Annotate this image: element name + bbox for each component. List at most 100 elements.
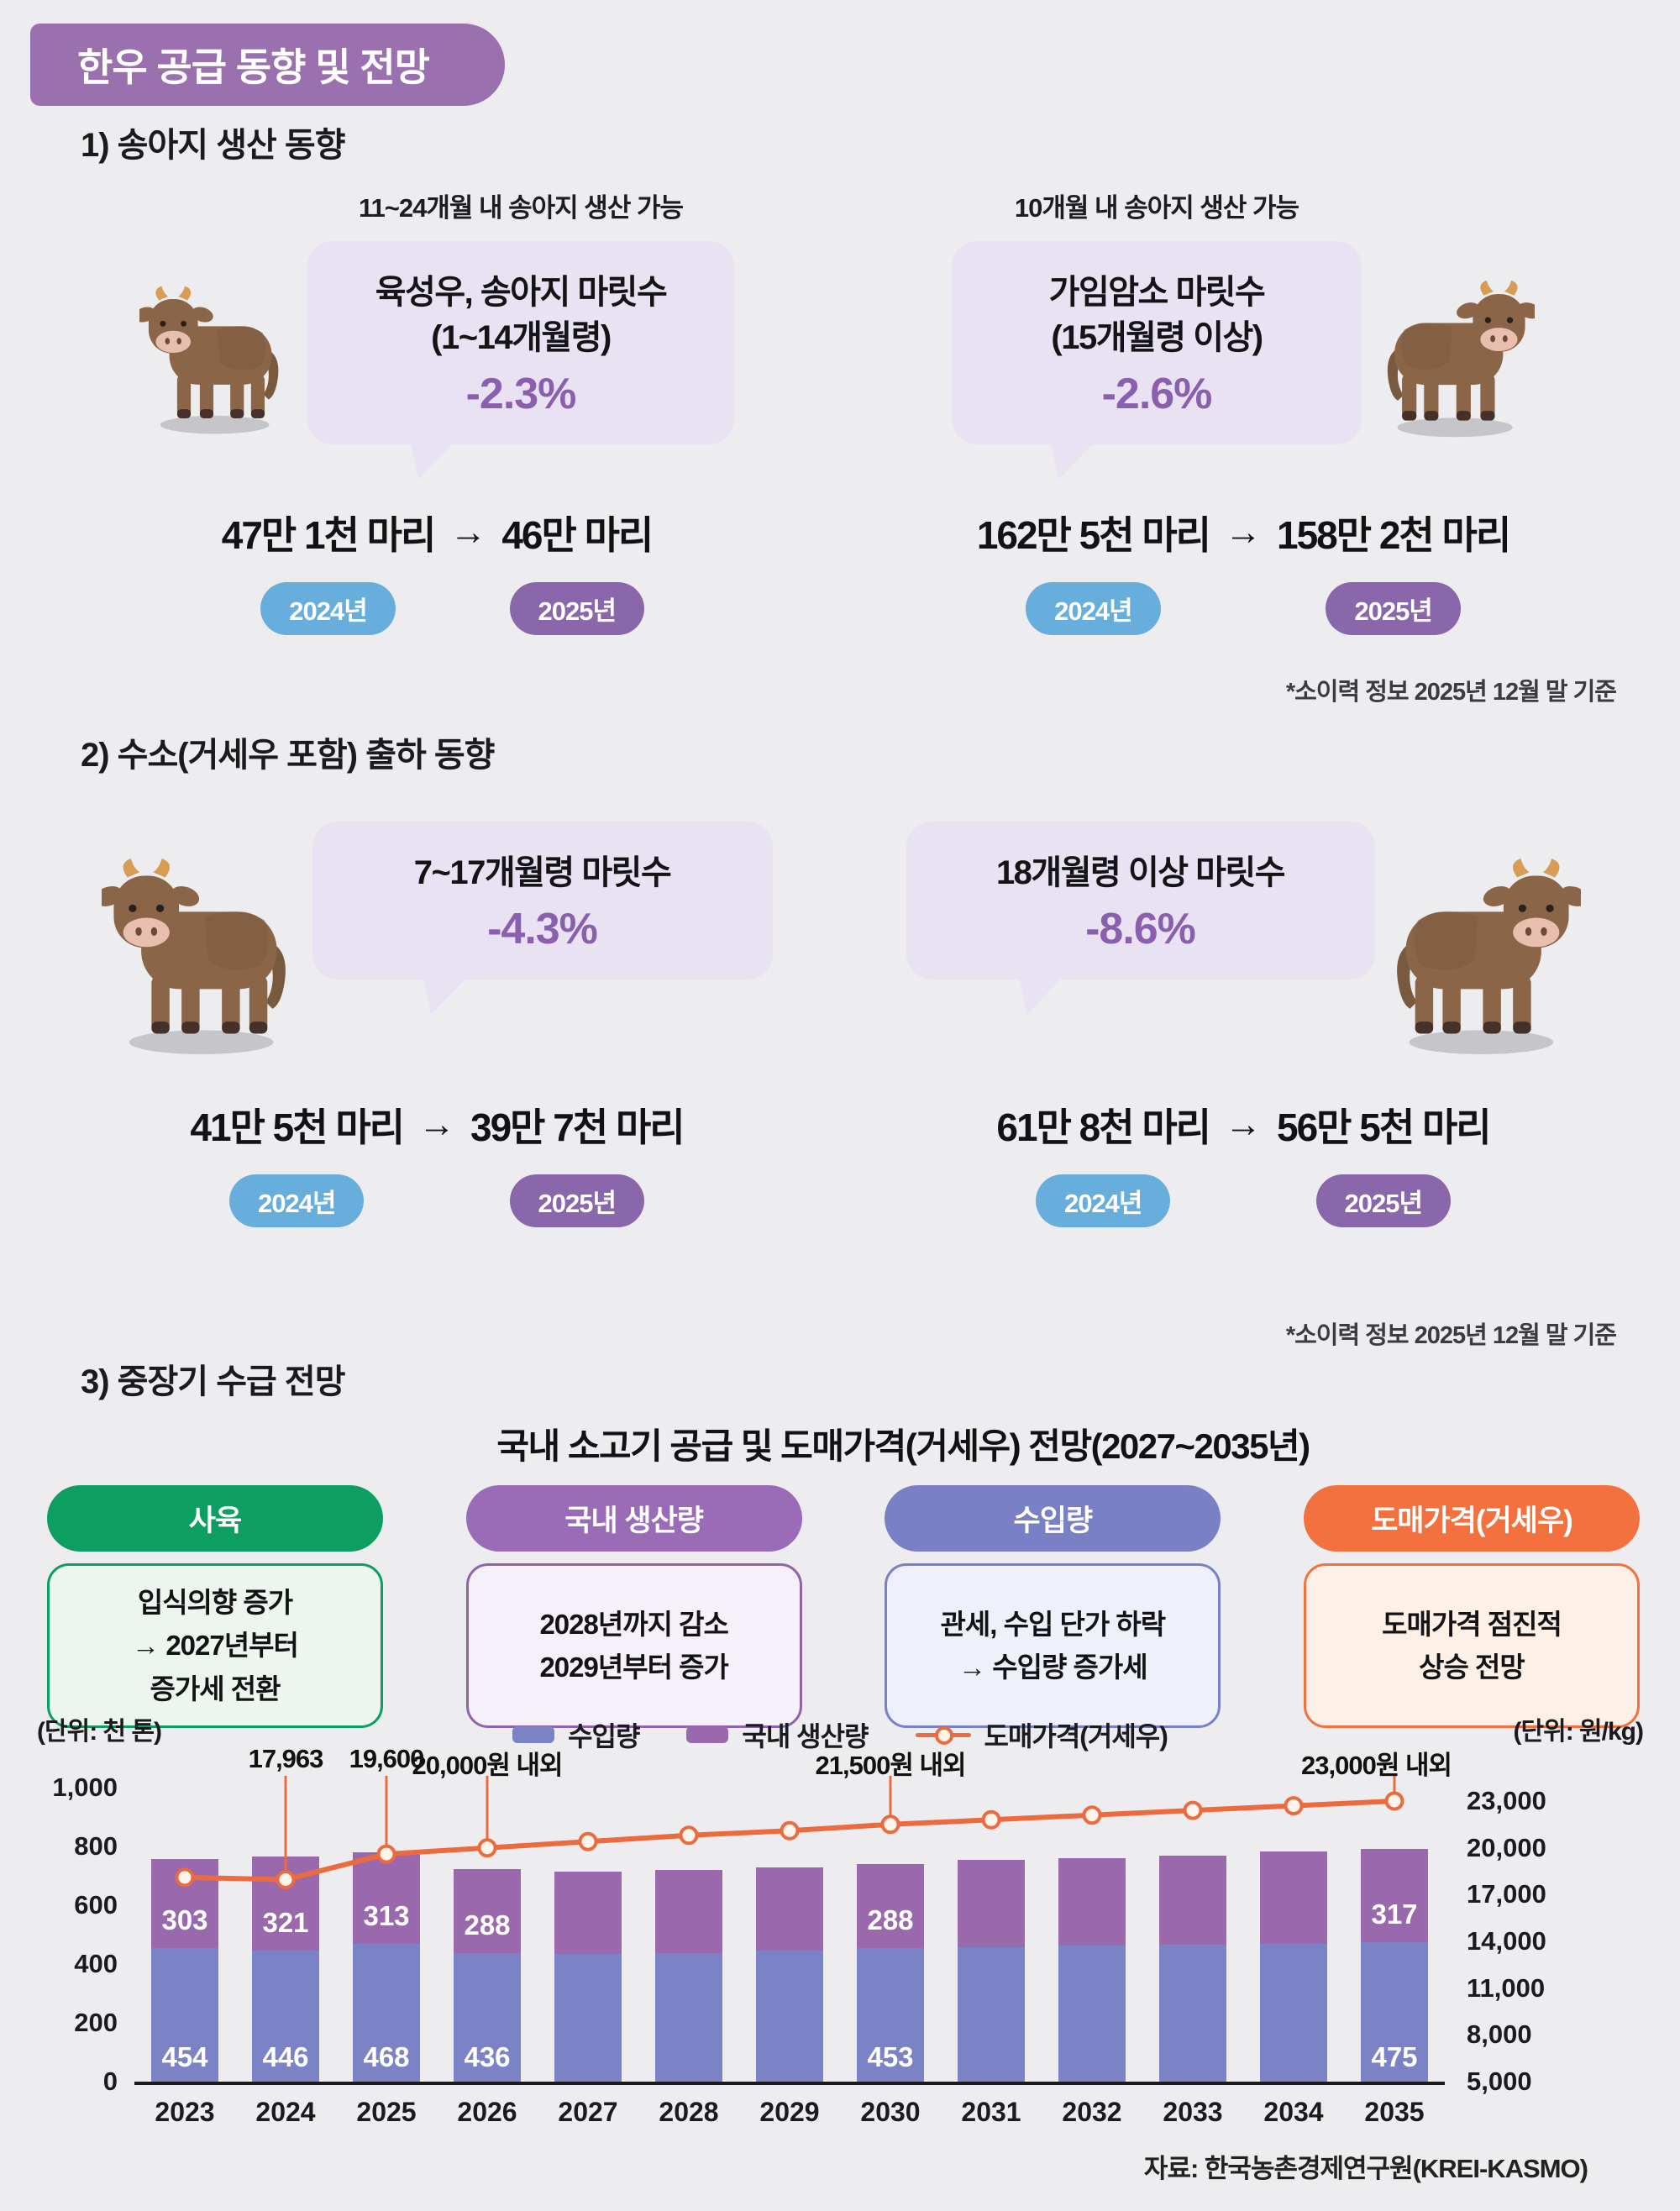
card-imports: 수입량 관세, 수입 단가 하락 → 수입량 증가세 <box>885 1485 1221 1728</box>
bubble-percent: -8.6% <box>1085 905 1196 953</box>
imports-bar-segment <box>756 1951 823 2082</box>
right-axis-tick: 20,000 <box>1467 1832 1546 1862</box>
page-title: 한우 공급 동향 및 전망 <box>30 24 506 106</box>
price-annotation: 20,000원 내외 <box>412 1751 564 1780</box>
x-axis-year-label: 2025 <box>356 2097 417 2127</box>
bubble-percent: -4.3% <box>487 905 598 953</box>
imports-value-label: 446 <box>262 2041 309 2072</box>
arrow-icon: → <box>1225 512 1262 553</box>
section3-heading: 3) 중장기 수급 전망 <box>81 1363 346 1400</box>
production-bar-segment <box>353 1851 420 1945</box>
production-bar-segment <box>756 1867 823 1951</box>
right-axis-tick: 8,000 <box>1467 2019 1532 2050</box>
bar-group: 288 453 <box>840 1788 941 2082</box>
left-axis-tick: 800 <box>74 1831 118 1861</box>
production-bar-segment <box>958 1860 1025 1947</box>
card-body: 입식의향 증가 → 2027년부터 증가세 전환 <box>47 1563 383 1728</box>
imports-value-label: 454 <box>161 2041 208 2072</box>
value-2024: 162만 5천 마리 <box>976 513 1211 557</box>
bar-group <box>638 1788 739 2082</box>
card-line: → 수입량 증가세 <box>958 1652 1148 1683</box>
left-axis-unit: (단위: 천 톤) <box>37 1718 162 1746</box>
bar-group: 313 468 <box>336 1788 437 2082</box>
plot-region: 303 454 321 446 313 468 288 436 288 453 317 475 17,… <box>134 1744 1452 2085</box>
card-rearing: 사육 입식의향 증가 → 2027년부터 증가세 전환 <box>47 1485 383 1728</box>
imports-bar-segment <box>1260 1943 1327 2082</box>
imports-bar-segment <box>454 1953 521 2082</box>
x-axis-year-label: 2032 <box>1062 2097 1122 2127</box>
x-axis-year-label: 2024 <box>255 2097 316 2127</box>
bar-group <box>1142 1788 1243 2082</box>
bar-group: 303 454 <box>134 1788 235 2082</box>
right-y-axis: 23,000 20,000 17,000 14,000 11,000 8,000 5,000 <box>1445 1786 1613 2096</box>
card-line: 도매가격 점진적 <box>1382 1608 1562 1640</box>
arrow-icon: → <box>418 1104 455 1145</box>
value-2025: 158만 2천 마리 <box>1277 513 1511 557</box>
card-body: 2028년까지 감소 2029년부터 증가 <box>465 1563 802 1728</box>
year-badge-2024: 2024년 <box>1035 1174 1171 1227</box>
card-body: 관세, 수입 단가 하락 → 수입량 증가세 <box>885 1563 1221 1728</box>
card-wholesale-price: 도매가격(거세우) 도매가격 점진적 상승 전망 <box>1303 1485 1640 1728</box>
imports-value-label: 453 <box>867 2041 914 2072</box>
production-value-label: 288 <box>464 1909 511 1941</box>
section2-right: 18개월령 이상 마릿수 -8.6% <box>840 822 1646 1227</box>
card-header: 사육 <box>47 1485 383 1552</box>
right-axis-tick: 14,000 <box>1467 1926 1546 1956</box>
production-bar-segment <box>554 1872 622 1955</box>
production-value-label: 288 <box>867 1904 914 1936</box>
card-line: 증가세 전환 <box>150 1673 281 1704</box>
right-axis-tick: 11,000 <box>1467 1972 1546 2003</box>
arrow-icon: → <box>449 512 487 553</box>
card-header: 도매가격(거세우) <box>1303 1485 1640 1552</box>
left-axis-tick: 1,000 <box>52 1772 118 1802</box>
right-axis-tick: 5,000 <box>1467 2067 1532 2097</box>
card-domestic-production: 국내 생산량 2028년까지 감소 2029년부터 증가 <box>465 1485 802 1728</box>
bar-group <box>1042 1788 1142 2082</box>
production-bar-segment <box>1260 1851 1327 1944</box>
section2-left: 7~17개월령 마릿수 -4.3% 41만 5천 마리 → 39만 7천 마리 … <box>34 822 840 1227</box>
section2-heading: 2) 수소(거세우 포함) 출하 동향 <box>81 737 495 774</box>
x-axis-year-label: 2026 <box>457 2097 517 2127</box>
year-badge-2024: 2024년 <box>1026 582 1161 635</box>
section1-heading: 1) 송아지 생산 동향 <box>81 127 346 164</box>
imports-bar-segment <box>857 1948 924 2082</box>
bar-group <box>739 1788 840 2082</box>
bubble-percent: -2.3% <box>465 370 577 418</box>
x-axis-year-label: 2029 <box>759 2097 820 2127</box>
value-2024: 41만 5천 마리 <box>190 1106 405 1149</box>
price-line-layer <box>175 1776 1404 1889</box>
x-axis-year-label: 2023 <box>155 2097 215 2127</box>
production-bar-segment <box>1159 1855 1226 1946</box>
card-line: → 2027년부터 <box>132 1630 299 1662</box>
legend-production: 국내 생산량 <box>686 1715 869 1754</box>
production-value-label: 303 <box>161 1904 208 1936</box>
year-badge-2025: 2025년 <box>509 582 645 635</box>
x-axis-year-label: 2027 <box>558 2097 618 2127</box>
speech-bubble: 가임암소 마릿수 (15개월령 이상) -2.6% <box>952 241 1362 444</box>
production-bar-segment <box>857 1863 924 1949</box>
production-bar-segment <box>1361 1848 1428 1942</box>
left-axis-tick: 600 <box>74 1890 118 1920</box>
production-swatch-icon <box>686 1726 729 1743</box>
card-line: 입식의향 증가 <box>137 1587 293 1619</box>
production-value-label: 321 <box>262 1906 309 1938</box>
card-line: 2028년까지 감소 <box>539 1608 728 1640</box>
bubble-text: 육성우, 송아지 마릿수 <box>375 274 668 311</box>
bubble-text: 가임암소 마릿수 <box>1048 274 1266 311</box>
price-line-swatch-icon <box>915 1725 971 1745</box>
bar-group <box>538 1788 638 2082</box>
imports-bar-segment <box>151 1948 218 2082</box>
bull-illustration-right <box>1392 857 1588 1060</box>
price-annotation: 19,600 <box>349 1744 425 1773</box>
card-line: 상승 전망 <box>1419 1652 1525 1683</box>
imports-value-label: 436 <box>464 2041 511 2072</box>
legend-price: 도매가격(거세우) <box>915 1715 1168 1754</box>
value-2024: 47만 1천 마리 <box>221 513 437 557</box>
legend-label: 도매가격(거세우) <box>984 1721 1168 1751</box>
card-body: 도매가격 점진적 상승 전망 <box>1303 1563 1640 1728</box>
arrow-icon: → <box>1225 1104 1262 1145</box>
supply-price-chart: (단위: 천 톤) 수입량 국내 생산량 도매가격(거세우) (단위: 원/kg… <box>34 1710 1646 2128</box>
imports-bar-segment <box>1159 1945 1226 2082</box>
x-axis-year-label: 2035 <box>1364 2097 1425 2127</box>
x-axis-year-label: 2030 <box>860 2097 921 2127</box>
